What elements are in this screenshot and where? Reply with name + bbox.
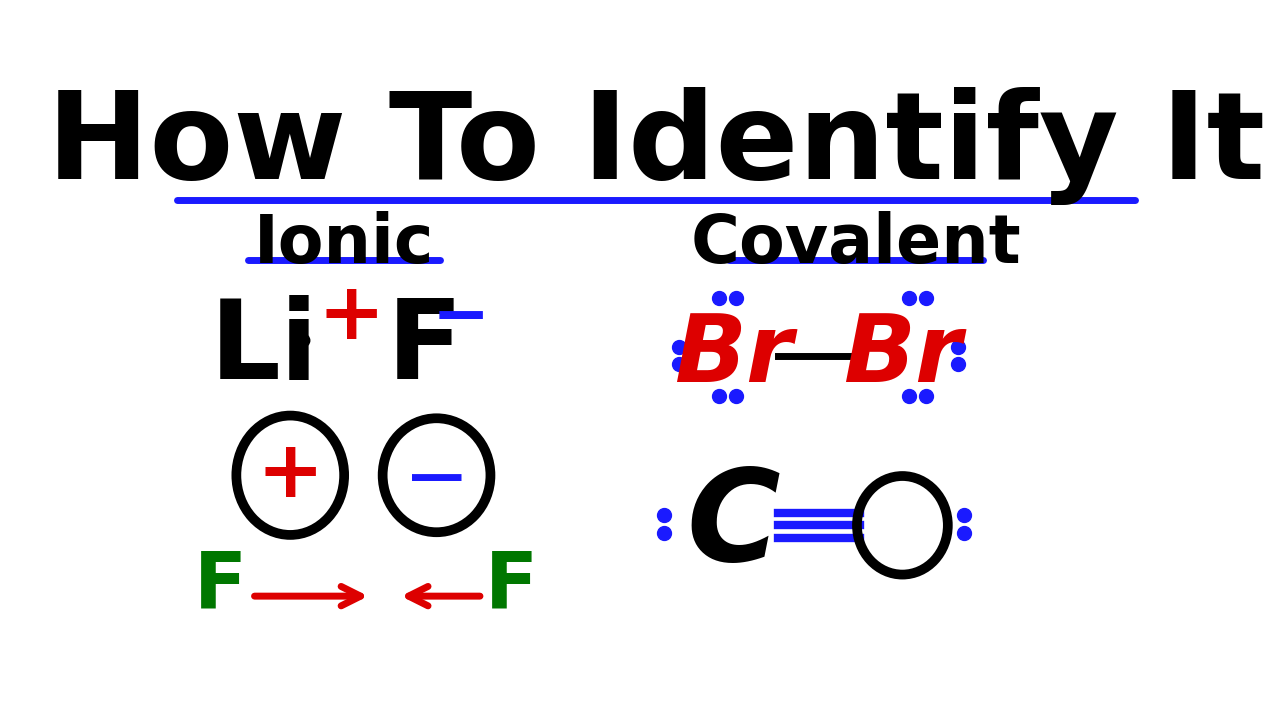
Text: +: +: [317, 279, 384, 356]
Text: Covalent: Covalent: [691, 211, 1021, 277]
Text: F: F: [195, 547, 247, 624]
Text: Br: Br: [844, 310, 961, 402]
Text: F: F: [387, 294, 462, 402]
Text: Li: Li: [210, 294, 319, 402]
Text: —: —: [408, 451, 465, 505]
Text: How To Identify It: How To Identify It: [47, 87, 1265, 205]
Text: Br: Br: [673, 310, 792, 402]
Text: C: C: [686, 463, 780, 588]
Text: −: −: [431, 284, 489, 351]
Text: Ionic: Ionic: [253, 211, 434, 277]
Text: F: F: [485, 547, 538, 624]
Text: +: +: [256, 436, 324, 514]
